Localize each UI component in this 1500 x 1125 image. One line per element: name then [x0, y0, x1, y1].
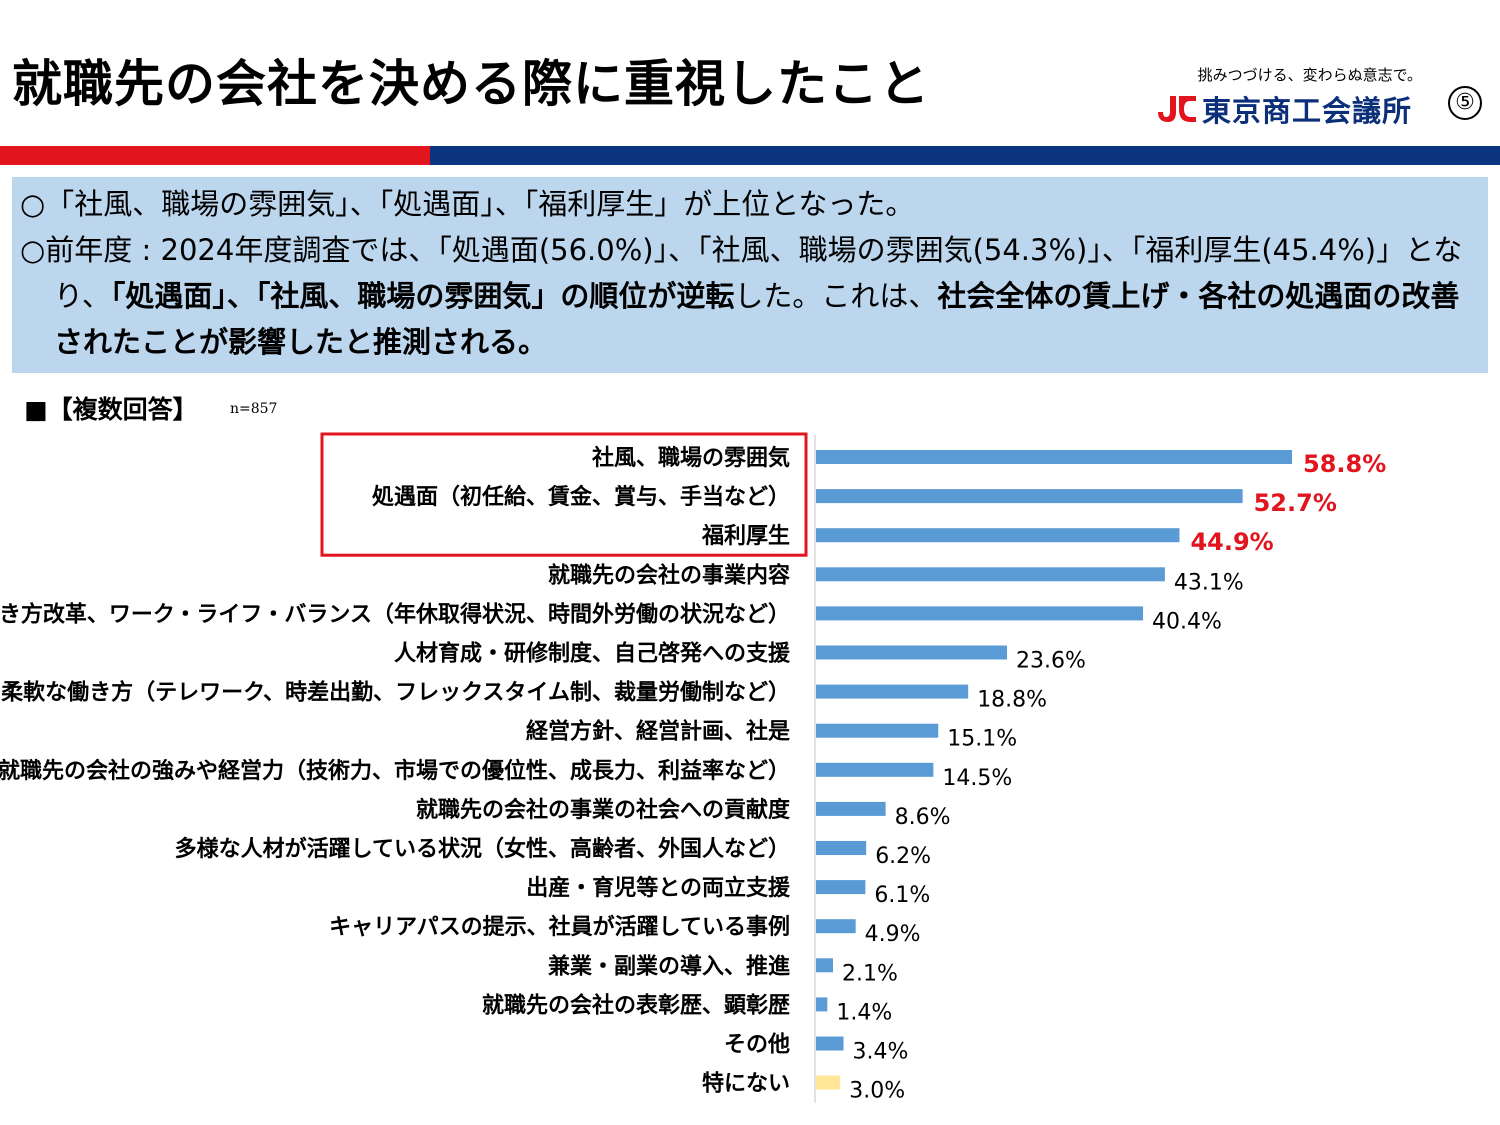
summary-line-2: ○前年度 : 2024年度調査では、「処遇面(56.0%)」、「社風、職場の雰囲…: [20, 227, 1478, 365]
category-label: 特にない: [702, 1071, 790, 1097]
category-label: 就職先の会社の強みや経営力（技術力、市場での優位性、成長力、利益率など）: [0, 758, 790, 784]
value-label: 18.8%: [977, 688, 1047, 713]
category-label: キャリアパスの提示、社員が活躍している事例: [329, 914, 790, 940]
category-label: 人材育成・研修制度、自己啓発への支援: [394, 641, 791, 667]
value-label: 3.0%: [849, 1079, 905, 1104]
bar: [816, 528, 1180, 543]
category-label: 就職先の会社の事業内容: [548, 562, 790, 588]
summary-line-1: ○「社風、職場の雰囲気」、「処遇面」、「福利厚生」が上位となった。: [20, 187, 915, 221]
bar: [816, 880, 866, 895]
category-label: 兼業・副業の導入、推進: [548, 953, 790, 979]
section-label: ■【複数回答】: [24, 395, 198, 424]
value-label: 6.1%: [874, 883, 930, 908]
category-label: 経営方針、経営計画、社是: [526, 719, 790, 745]
value-label: 3.4%: [853, 1040, 909, 1065]
category-label: 柔軟な働き方（テレワーク、時差出勤、フレックスタイム制、裁量労働制など）: [1, 680, 790, 706]
value-label: 40.4%: [1152, 609, 1222, 634]
category-label: 福利厚生: [701, 524, 790, 549]
value-label: 52.7%: [1254, 489, 1337, 517]
value-label: 43.1%: [1174, 570, 1244, 595]
category-label: 働き方改革、ワーク・ライフ・バランス（年休取得状況、時間外労働の状況など）: [0, 601, 790, 627]
summary-line-2-bold-a: 「処遇面」、「社風、職場の雰囲気」の順位が逆転: [110, 279, 735, 313]
bar: [816, 762, 934, 777]
summary-line-2-bold-b: 社会全体の賃上げ・各社の処遇面の改善されたことが影響したと推測される。: [54, 279, 1460, 359]
bar: [816, 606, 1144, 621]
bar: [816, 567, 1165, 582]
org-tagline: 挑みつづける、変わらぬ意志で。: [1197, 66, 1422, 84]
org-logo-icon: [1158, 96, 1196, 122]
value-label: 58.8%: [1303, 450, 1386, 478]
bar: [816, 958, 833, 973]
header-divider-red: [0, 146, 430, 165]
bar: [816, 997, 828, 1012]
category-label: その他: [724, 1033, 790, 1058]
category-label: 就職先の会社の事業の社会への貢献度: [416, 797, 791, 823]
bar: [816, 919, 856, 934]
value-label: 15.1%: [947, 727, 1017, 752]
bar-chart-svg: 社風、職場の雰囲気 58.8% 処遇面（初任給、賃金、賞与、手当など） 52.7% 福利…: [0, 432, 1386, 1104]
summary-box: ○「社風、職場の雰囲気」、「処遇面」、「福利厚生」が上位となった。 ○前年度 :…: [12, 177, 1488, 373]
page-title: 就職先の会社を決める際に重視したこと: [12, 55, 930, 113]
category-label: 就職先の会社の表彰歴、顕彰歴: [482, 992, 790, 1018]
bar: [816, 801, 886, 816]
value-label: 6.2%: [875, 844, 931, 869]
category-label: 処遇面（初任給、賃金、賞与、手当など）: [372, 484, 790, 510]
bar: [816, 1036, 844, 1051]
value-label: 8.6%: [895, 805, 951, 830]
bar: [816, 1075, 841, 1090]
org-logo: 東京商工会議所: [1154, 88, 1412, 130]
category-label: 多様な人材が活躍している状況（女性、高齢者、外国人など）: [175, 836, 790, 862]
category-label: 出産・育児等との両立支援: [526, 875, 791, 901]
header-divider-blue: [430, 146, 1500, 165]
value-label: 1.4%: [836, 1000, 892, 1025]
value-label: 44.9%: [1190, 528, 1273, 556]
page-number: ⑤: [1448, 86, 1482, 120]
category-label: 社風、職場の雰囲気: [592, 445, 790, 471]
bar: [816, 841, 867, 855]
value-label: 2.1%: [842, 961, 898, 986]
summary-line-2-text-b: した。これは、: [734, 279, 938, 313]
bar-chart: 社風、職場の雰囲気 58.8% 処遇面（初任給、賃金、賞与、手当など） 52.7% 福利…: [0, 432, 1500, 1113]
highlight-frame: [320, 432, 808, 557]
bar: [816, 723, 939, 738]
bar: [816, 489, 1243, 504]
value-label: 4.9%: [865, 922, 921, 947]
value-label: 23.6%: [1016, 649, 1086, 674]
org-name: 東京商工会議所: [1202, 94, 1413, 128]
value-label: 14.5%: [942, 766, 1012, 791]
bar: [816, 450, 1292, 464]
summary-line-2-text-a: ○前年度 : 2024年度調査では、「処遇面(56.0%)」、「社風、職場の雰囲…: [20, 233, 1463, 313]
sample-size: n=857: [230, 401, 278, 417]
bar: [816, 645, 1008, 660]
bar: [816, 684, 969, 699]
